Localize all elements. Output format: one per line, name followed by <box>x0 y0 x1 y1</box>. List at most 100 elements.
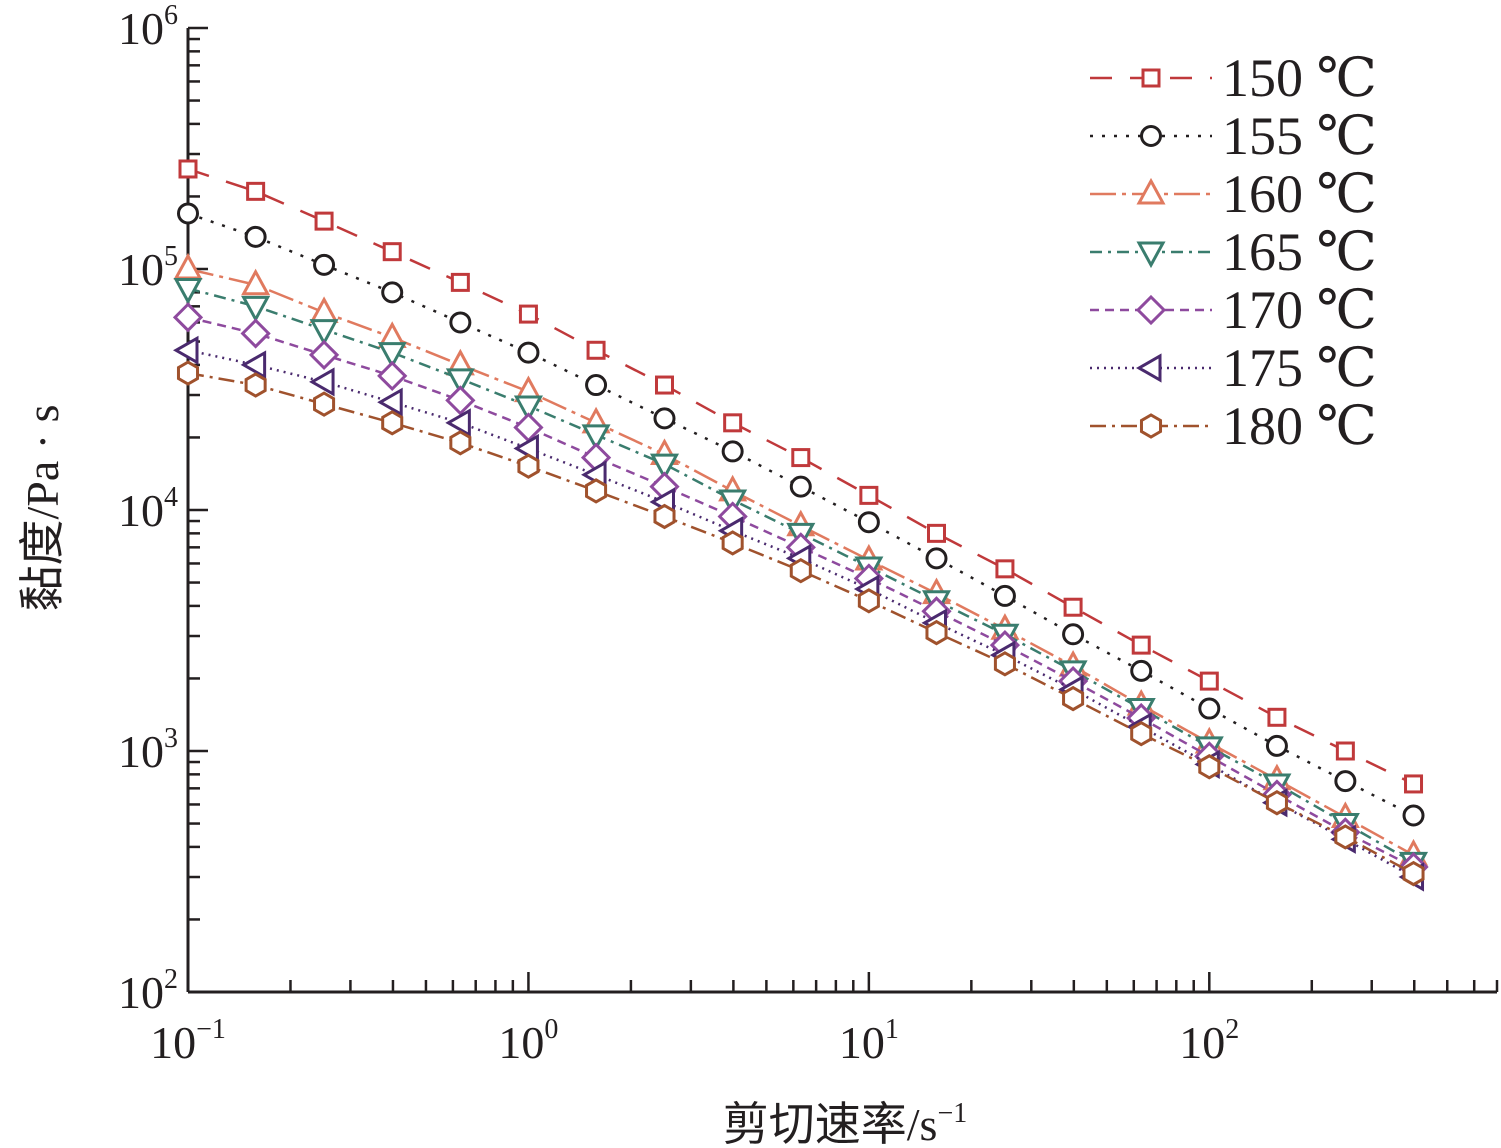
data-point <box>653 503 676 530</box>
data-point <box>925 547 948 570</box>
data-point <box>721 530 744 556</box>
legend-marker <box>1136 241 1166 269</box>
data-point <box>246 181 266 201</box>
data-point <box>1402 860 1425 887</box>
data-point <box>177 202 199 225</box>
legend-marker <box>1135 294 1167 326</box>
series-6 <box>176 360 1425 887</box>
data-point <box>585 478 608 504</box>
data-point <box>445 408 471 438</box>
data-point <box>309 319 339 346</box>
x-tick-label: 10−1 <box>150 1014 226 1068</box>
data-point <box>791 448 811 468</box>
legend-label: 170 ℃ <box>1222 280 1377 340</box>
data-point <box>513 395 543 423</box>
series-1 <box>177 202 1425 827</box>
data-point <box>1402 804 1425 827</box>
data-point <box>925 619 948 646</box>
data-point <box>382 242 402 262</box>
data-point <box>1198 754 1221 780</box>
y-tick-label: 103 <box>118 723 178 777</box>
data-point <box>173 278 203 305</box>
data-point <box>241 268 271 296</box>
data-point <box>995 559 1015 579</box>
y-tick-label: 104 <box>118 482 178 536</box>
x-tick-label: 101 <box>839 1014 899 1068</box>
data-point <box>313 391 336 417</box>
data-point <box>789 557 812 584</box>
data-point <box>445 368 475 396</box>
y-axis-label: 黏度/Pa · s <box>17 405 68 612</box>
data-point <box>1265 734 1288 757</box>
data-point <box>172 302 204 333</box>
data-point <box>1063 597 1083 617</box>
legend-marker <box>1136 177 1166 205</box>
data-point <box>654 375 674 395</box>
data-point <box>377 342 407 369</box>
legend-label: 150 ℃ <box>1222 48 1377 108</box>
data-point <box>309 367 335 397</box>
data-point <box>585 374 608 397</box>
data-point <box>653 407 676 430</box>
data-point <box>1130 720 1153 747</box>
data-point <box>1130 659 1153 682</box>
data-point <box>450 272 470 292</box>
data-point <box>381 281 404 304</box>
data-point <box>309 296 339 323</box>
legend-marker <box>1135 353 1162 383</box>
data-point <box>178 159 198 179</box>
series-0 <box>178 159 1424 794</box>
axes: 10−1 100 101 102 102 103 104 105 106 <box>118 0 1499 1068</box>
data-point <box>381 410 404 436</box>
y-tick-label: 102 <box>118 964 178 1018</box>
data-point <box>649 453 680 481</box>
data-point <box>859 485 879 505</box>
legend-marker <box>1141 68 1161 88</box>
data-point <box>1267 707 1287 727</box>
legend-label: 155 ℃ <box>1222 106 1377 166</box>
data-point <box>377 360 408 392</box>
data-point <box>993 651 1016 677</box>
data-point <box>445 385 476 416</box>
data-point <box>314 211 334 231</box>
legend-label: 180 ℃ <box>1222 396 1377 456</box>
data-point <box>1335 741 1355 761</box>
data-point <box>581 424 611 451</box>
x-tick-label: 100 <box>498 1014 558 1068</box>
data-point <box>1334 824 1357 850</box>
data-point <box>308 339 340 371</box>
data-point <box>723 413 743 433</box>
data-point <box>244 225 267 248</box>
data-point <box>857 511 880 534</box>
data-point <box>857 588 880 614</box>
legend-marker <box>1140 125 1162 147</box>
data-point <box>240 350 267 380</box>
data-point <box>244 372 267 398</box>
legend-marker <box>1139 413 1163 439</box>
data-point <box>1265 790 1288 816</box>
x-axis-label: 剪切速率/s−1 <box>723 1098 967 1148</box>
data-point <box>586 340 606 360</box>
data-point <box>241 295 271 323</box>
plot-area <box>172 159 1429 892</box>
data-point <box>789 475 812 498</box>
legend-label: 175 ℃ <box>1222 338 1377 398</box>
data-point <box>173 252 203 280</box>
data-point <box>240 318 271 349</box>
data-point <box>1199 671 1219 691</box>
data-point <box>176 360 200 386</box>
y-tick-label: 106 <box>118 0 178 54</box>
x-tick-label: 102 <box>1179 1014 1239 1068</box>
data-point <box>517 341 540 364</box>
data-point <box>1334 770 1357 793</box>
data-point <box>993 584 1016 607</box>
data-point <box>518 304 538 324</box>
data-point <box>1131 635 1151 655</box>
data-point <box>449 311 472 334</box>
data-point <box>1062 623 1085 646</box>
legend-label: 160 ℃ <box>1222 164 1377 224</box>
data-point <box>517 453 540 479</box>
data-point <box>449 430 472 456</box>
